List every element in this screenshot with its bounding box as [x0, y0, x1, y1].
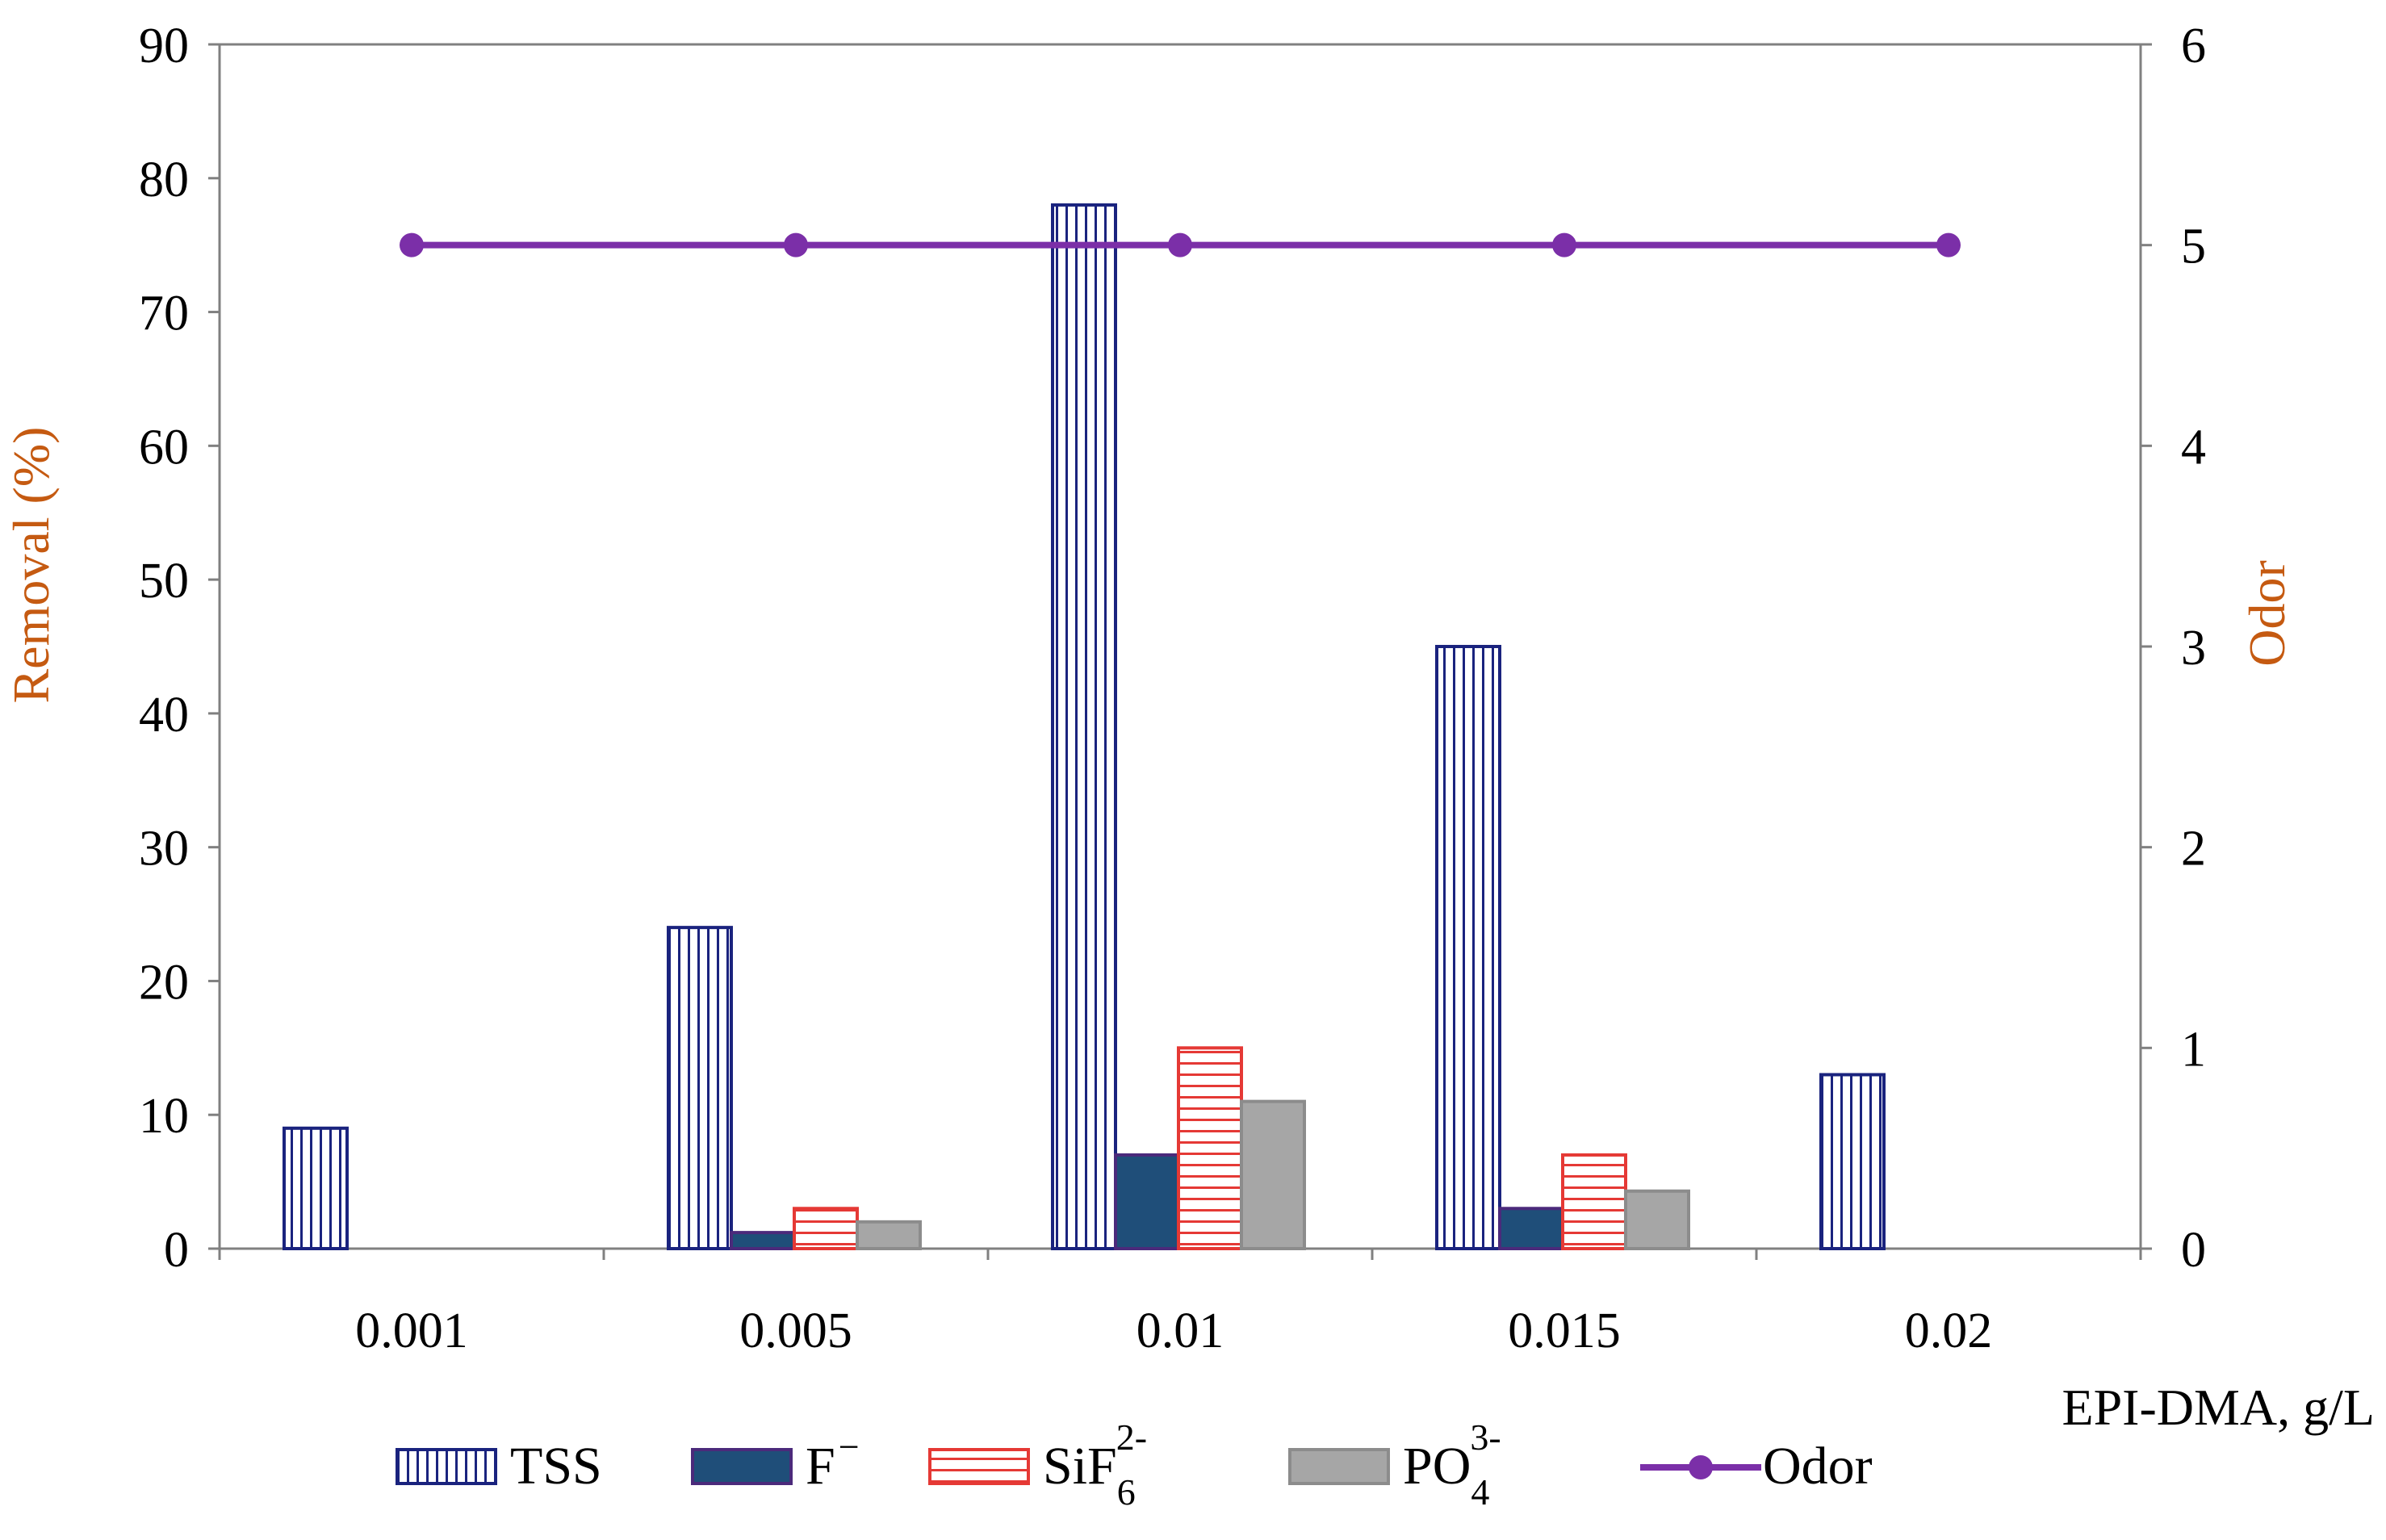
legend-label-sif: SiF6 2- [1043, 1417, 1147, 1513]
bar-sif-0.005 [793, 1207, 859, 1251]
bar-tss-0.01 [1051, 203, 1117, 1250]
y2-tick-label: 2 [2181, 822, 2206, 877]
legend-swatch-sif [928, 1448, 1030, 1485]
legend-label-f: F− [806, 1426, 860, 1496]
x-tick-label: 0.005 [739, 1304, 852, 1358]
bar-f-0.01 [1114, 1153, 1180, 1251]
odor-point-0.005 [784, 232, 808, 257]
x-axis: 0.001 0.005 0.01 0.015 0.02 [218, 1249, 2142, 1358]
odor-point-0.001 [400, 232, 424, 257]
y-tick-label: 30 [139, 822, 189, 877]
legend-swatch-f [691, 1448, 793, 1485]
legend-name: SiF [1043, 1437, 1117, 1496]
y2-axis-label: Odor [2238, 560, 2296, 667]
bar-tss-0.005 [667, 926, 733, 1250]
bar-tss-0.001 [283, 1126, 349, 1251]
legend-superscript: 2- [1116, 1417, 1147, 1458]
y2-tick-label: 3 [2181, 621, 2206, 676]
legend-label-po: PO4 3- [1403, 1417, 1501, 1513]
legend: TSS F− SiF6 2- PO4 3- Odor [396, 1417, 1873, 1513]
odor-point-0.02 [1936, 232, 1961, 257]
y2-tick-label: 4 [2181, 420, 2206, 475]
legend-subscript: 4 [1471, 1471, 1489, 1513]
legend-superscript: 3- [1470, 1417, 1501, 1458]
x-axis-label: EPI-DMA, g/L [2062, 1379, 2375, 1436]
x-tick-label: 0.015 [1508, 1304, 1621, 1358]
legend-label-odor: Odor [1763, 1437, 1873, 1496]
legend-swatch-tss [396, 1448, 497, 1485]
y-tick-label: 0 [164, 1223, 189, 1278]
y2-tick-label: 5 [2181, 220, 2206, 274]
right-axis: 0 1 2 3 4 5 6 [2141, 19, 2206, 1278]
y-tick-label: 50 [139, 554, 189, 609]
x-tick-label: 0.02 [1905, 1304, 1993, 1358]
bar-tss-0.02 [1819, 1073, 1886, 1250]
x-tick-label: 0.01 [1136, 1304, 1224, 1358]
y-tick-label: 90 [139, 19, 189, 73]
odor-point-0.01 [1168, 232, 1192, 257]
bar-f-0.005 [730, 1231, 796, 1251]
bar-po-0.01 [1240, 1099, 1306, 1250]
bar-po-0.005 [856, 1220, 922, 1251]
bar-sif-0.01 [1177, 1046, 1243, 1251]
legend-name: PO [1403, 1437, 1471, 1496]
bar-series-group [283, 203, 1886, 1251]
y2-tick-label: 6 [2181, 19, 2206, 73]
odor-line-series [400, 232, 1961, 257]
bar-f-0.015 [1498, 1207, 1564, 1251]
odor-point-0.015 [1552, 232, 1576, 257]
y-tick-label: 20 [139, 955, 189, 1010]
y-tick-label: 70 [139, 287, 189, 341]
left-axis: 0 10 20 30 40 50 60 70 80 90 [139, 19, 220, 1278]
y2-tick-label: 1 [2181, 1022, 2206, 1077]
legend-swatch-po [1288, 1448, 1390, 1485]
legend-superscript: − [839, 1426, 860, 1467]
legend-name: F [806, 1437, 835, 1496]
legend-marker-odor [1689, 1455, 1713, 1479]
x-tick-label: 0.001 [355, 1304, 468, 1358]
bar-tss-0.015 [1435, 645, 1501, 1250]
bar-sif-0.015 [1561, 1153, 1627, 1251]
legend-name: TSS [510, 1437, 602, 1496]
bar-po-0.015 [1624, 1189, 1690, 1251]
y-tick-label: 10 [139, 1089, 189, 1144]
y-tick-label: 60 [139, 420, 189, 475]
y-tick-label: 80 [139, 153, 189, 207]
legend-subscript: 6 [1117, 1471, 1136, 1513]
y-axis-label: Removal (%) [2, 427, 60, 704]
legend-label-tss: TSS [510, 1437, 602, 1496]
y2-tick-label: 0 [2181, 1223, 2206, 1278]
y-tick-label: 40 [139, 688, 189, 743]
